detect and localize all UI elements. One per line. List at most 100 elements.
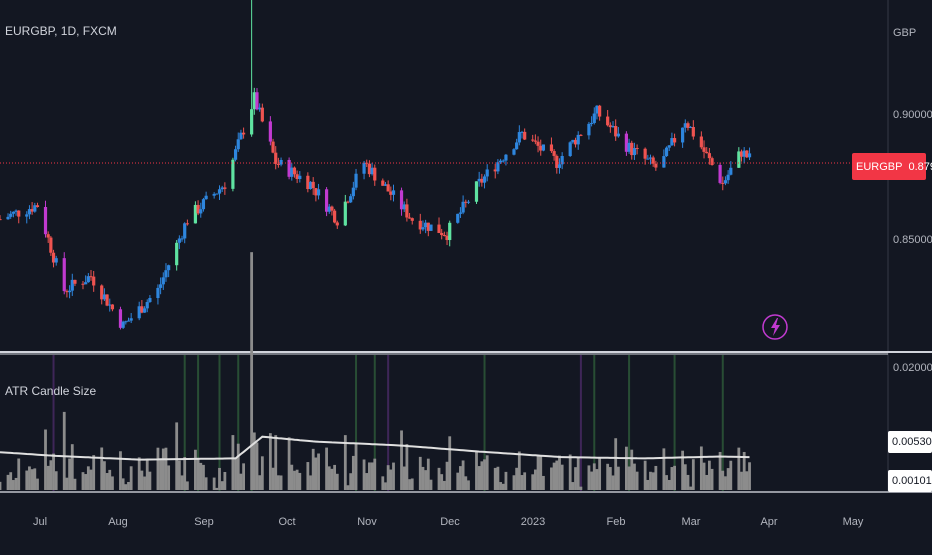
candle-size-bar — [402, 466, 406, 490]
candle-size-bar — [643, 460, 647, 490]
candle-body — [43, 206, 48, 235]
candle-size-bar — [236, 443, 240, 490]
candle-size-bar — [681, 450, 685, 490]
candle-size-bar — [11, 480, 15, 490]
candle-size-bar — [726, 468, 730, 490]
candle-body — [156, 287, 160, 299]
candle-body — [386, 184, 390, 192]
candle-size-bar — [44, 429, 47, 490]
candle-size-bar — [384, 482, 387, 490]
candle-size-bar — [552, 462, 556, 490]
lightning-bolt-icon[interactable] — [762, 314, 788, 340]
time-axis[interactable]: Jul Aug Sep Oct Nov Dec 2023 Feb Mar Apr… — [33, 516, 864, 528]
candle-size-bar — [670, 467, 674, 490]
candle-size-bar — [317, 453, 320, 490]
candle-size-bar — [239, 473, 243, 490]
candle-body — [466, 201, 471, 203]
candle-body — [739, 151, 744, 157]
candle-body — [46, 234, 50, 238]
candle-size-bar — [335, 473, 339, 490]
candle-size-bar — [418, 456, 422, 490]
candle-body — [14, 210, 18, 212]
candle-size-bar — [464, 476, 468, 490]
candle-size-bar — [587, 465, 591, 490]
candle-body — [268, 121, 272, 142]
candle-size-bar — [467, 480, 470, 490]
candle-size-bar — [558, 455, 561, 490]
candle-size-bar — [365, 473, 369, 490]
candle-body — [185, 223, 189, 225]
candle-size-bar — [477, 466, 481, 490]
candle-size-bar — [483, 459, 486, 490]
candle-body — [391, 190, 396, 195]
candle-size-bar — [550, 467, 553, 490]
candle-body — [399, 190, 404, 210]
candle-body — [611, 126, 615, 128]
candle-size-bar — [17, 458, 21, 490]
candle-body — [183, 223, 187, 239]
candle-body — [654, 163, 658, 168]
candle-size-bar — [456, 472, 460, 490]
candle-size-bar — [33, 468, 37, 490]
candle-body — [324, 189, 329, 212]
candle-size-bar — [325, 447, 328, 490]
candle-body — [362, 162, 366, 174]
candle-size-bar — [560, 464, 564, 490]
candle-size-bar — [504, 471, 508, 490]
candle-body — [236, 139, 240, 150]
candle-body — [493, 169, 497, 172]
candle-size-bar — [405, 444, 409, 490]
green-highlight — [373, 355, 376, 491]
candle-body — [681, 127, 685, 143]
candle-body — [555, 155, 559, 168]
purple-highlight — [579, 355, 582, 491]
indicator-title[interactable]: ATR Candle Size — [5, 384, 97, 398]
candle-body — [504, 154, 508, 161]
candle-body — [140, 306, 144, 313]
symbol-title[interactable]: EURGBP, 1D, FXCM — [5, 24, 117, 38]
candle-body — [204, 195, 208, 200]
candle-size-bar — [368, 462, 371, 490]
candle-size-bar — [260, 456, 264, 490]
candle-body — [429, 224, 433, 231]
candle-body — [73, 279, 77, 284]
candle-size-bar — [129, 466, 133, 490]
candle-body — [437, 224, 441, 233]
candle-body — [662, 156, 666, 168]
candle-body — [252, 92, 256, 110]
candlesticks — [0, 0, 752, 330]
candle-size-bar — [306, 462, 310, 490]
candle-size-bar — [333, 464, 337, 490]
candle-size-bar — [290, 464, 294, 490]
candle-size-bar — [0, 481, 2, 490]
candle-size-bar — [512, 475, 516, 490]
candle-size-bar — [175, 422, 179, 490]
price-tick-label: 0.85000 — [893, 234, 932, 246]
candle-size-bar — [255, 442, 259, 490]
candle-body — [333, 210, 337, 223]
candle-body — [389, 191, 393, 195]
candle-body — [220, 187, 224, 190]
candle-size-bar — [84, 474, 88, 490]
candle-body — [9, 213, 13, 217]
candle-body — [124, 321, 128, 323]
time-label: Apr — [760, 516, 777, 528]
candle-body — [330, 206, 334, 211]
candle-body — [683, 123, 687, 128]
candle-size-bar — [721, 470, 725, 490]
candle-body — [643, 148, 647, 159]
candle-size-bar — [539, 455, 543, 490]
candle-size-bar — [424, 470, 428, 490]
candle-body — [295, 174, 299, 180]
candle-size-bar — [710, 468, 714, 490]
time-label: May — [843, 516, 864, 528]
candle-size-bar — [46, 465, 50, 490]
candle-body — [335, 222, 339, 226]
time-label: Feb — [607, 516, 626, 528]
candle-body — [255, 92, 259, 110]
candle-body — [54, 258, 58, 263]
candle-size-bar — [287, 437, 291, 490]
candle-body — [517, 132, 521, 143]
candle-body — [442, 235, 446, 237]
